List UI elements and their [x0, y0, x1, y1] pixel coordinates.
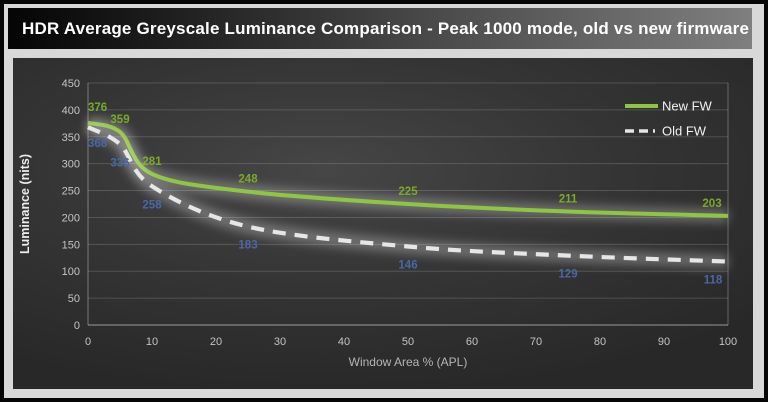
data-label: 183	[238, 240, 257, 252]
legend-label: Old FW	[662, 124, 707, 139]
axis-tick-labels: 0 50 100 150 200 250 300 350 400 450 0 10 20 30 40 50 60…	[62, 78, 738, 348]
x-tick-label: 20	[210, 336, 222, 348]
y-tick-label: 50	[68, 293, 80, 305]
data-label: 146	[398, 259, 417, 271]
y-tick-label: 350	[62, 132, 80, 144]
legend-item-old-fw: Old FW	[625, 124, 707, 139]
x-tick-label: 40	[338, 336, 350, 348]
y-axis-title: Luminance (nits)	[18, 154, 32, 254]
page-title: HDR Average Greyscale Luminance Comparis…	[22, 18, 750, 38]
data-label: 225	[398, 186, 418, 198]
data-label: 281	[142, 156, 162, 168]
x-tick-label: 30	[274, 336, 286, 348]
data-label: 376	[88, 102, 107, 114]
x-tick-label: 90	[658, 336, 670, 348]
data-label: 129	[558, 269, 577, 281]
x-axis-title: Window Area % (APL)	[349, 355, 468, 369]
chart-line-old-fw	[87, 125, 729, 264]
y-tick-label: 0	[74, 320, 80, 332]
chart-panel: 0 50 100 150 200 250 300 350 400 450 0 10 20 30 40 50 60…	[13, 58, 753, 389]
legend-item-new-fw: New FW	[625, 99, 713, 114]
data-label: 258	[142, 199, 162, 211]
data-label: 203	[702, 198, 721, 210]
y-tick-label: 300	[62, 159, 80, 171]
data-label: 368	[88, 138, 108, 150]
x-tick-label: 0	[85, 336, 91, 348]
x-tick-label: 10	[146, 336, 158, 348]
x-tick-label: 60	[466, 336, 478, 348]
data-label: 248	[238, 174, 258, 186]
y-tick-label: 200	[62, 212, 80, 224]
y-tick-label: 450	[62, 78, 80, 90]
x-tick-label: 50	[402, 336, 414, 348]
x-tick-label: 70	[530, 336, 542, 348]
x-tick-label: 100	[719, 336, 737, 348]
legend: New FW Old FW	[625, 99, 713, 139]
legend-label: New FW	[662, 99, 713, 114]
data-label: 211	[559, 194, 578, 206]
chart-line-new-fw	[87, 120, 729, 218]
y-tick-label: 100	[62, 266, 80, 278]
data-label: 118	[704, 275, 723, 287]
data-label: 359	[110, 114, 129, 126]
luminance-line-chart: 0 50 100 150 200 250 300 350 400 450 0 10 20 30 40 50 60…	[18, 78, 738, 369]
data-label: 336	[110, 157, 129, 169]
y-tick-label: 400	[62, 105, 80, 117]
y-tick-label: 250	[62, 186, 80, 198]
x-tick-label: 80	[594, 336, 606, 348]
y-tick-label: 150	[62, 239, 80, 251]
title-bar: HDR Average Greyscale Luminance Comparis…	[8, 8, 752, 49]
